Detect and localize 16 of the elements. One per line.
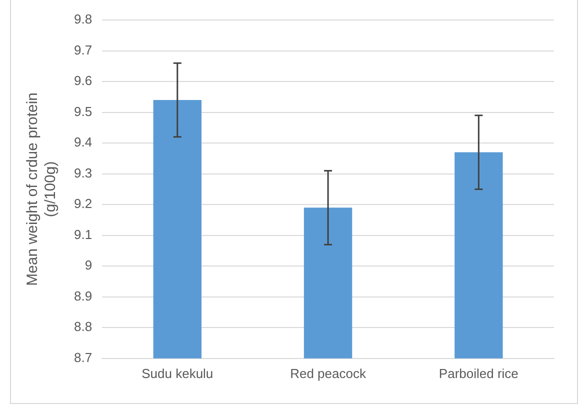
y-tick-label: 9.2 xyxy=(74,196,92,212)
x-tick-label: Sudu kekulu xyxy=(142,366,214,381)
y-tick-label: 8.7 xyxy=(74,350,92,365)
x-tick-label: Parboiled rice xyxy=(438,366,518,381)
x-tick-label: Red peacock xyxy=(290,366,366,381)
y-tick-label: 9.6 xyxy=(74,73,92,88)
y-tick-label: 9.3 xyxy=(74,165,92,180)
y-tick-label: 8.9 xyxy=(74,288,92,304)
y-tick-label: 9.1 xyxy=(74,226,92,242)
y-tick-label: 8.8 xyxy=(74,319,92,334)
y-tick-label: 9.4 xyxy=(74,134,92,150)
y-axis-title: Mean weight of crdue protein (g/100g) xyxy=(24,92,60,286)
y-tick-label: 9 xyxy=(84,258,92,273)
y-tick-label: 9.7 xyxy=(74,42,92,58)
y-tick-label: 9.5 xyxy=(74,104,92,119)
y-tick-label: 9.8 xyxy=(74,12,92,27)
